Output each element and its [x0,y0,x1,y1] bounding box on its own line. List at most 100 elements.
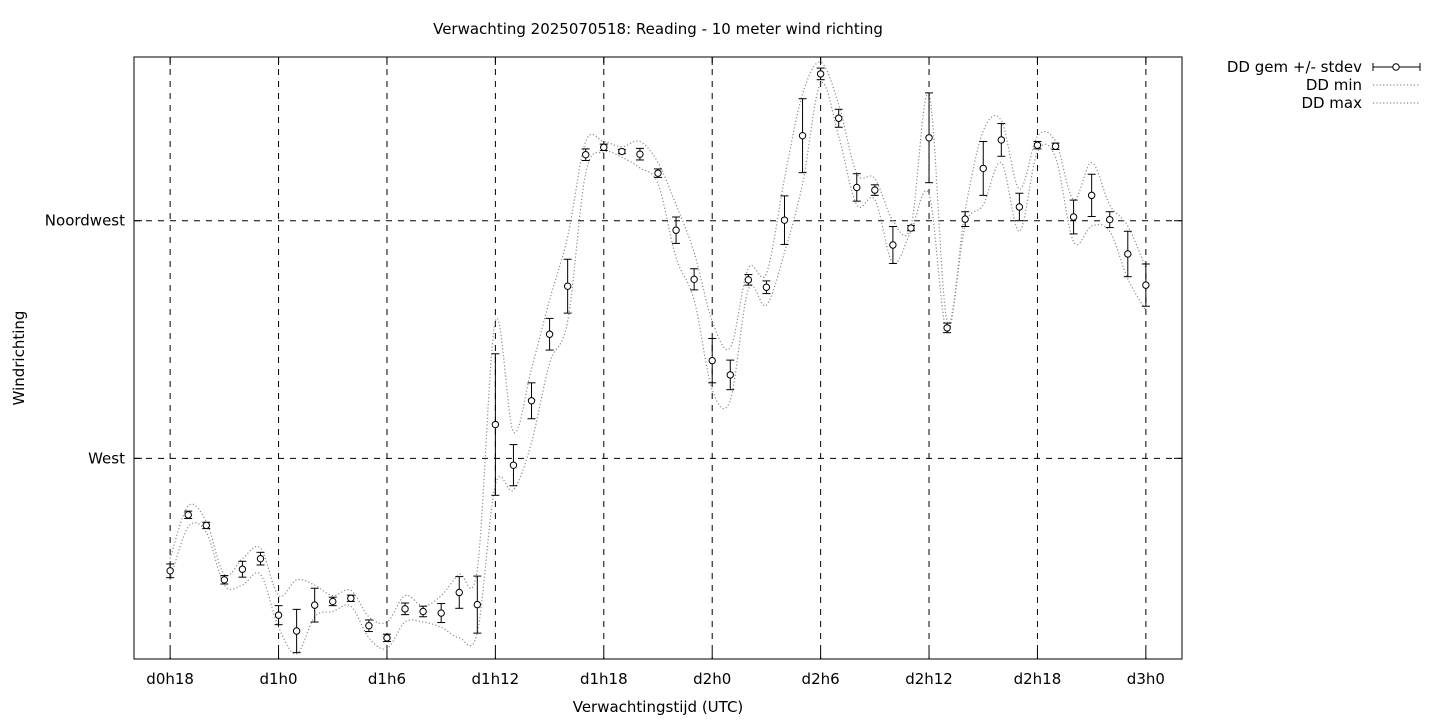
x-tick-label: d2h0 [693,670,731,688]
mean-point [907,224,915,232]
axis-ticks: d0h18 d1h0 d1h6 d1h12 d1h18 d2h0 d2h6 d2h12 d2h1… [45,57,1182,688]
errorbar-point [527,382,536,420]
errorbar-point [310,587,319,623]
x-tick-label: d1h18 [580,670,628,688]
mean-point [816,70,825,78]
x-tick-label: d2h18 [1014,670,1062,688]
plot-frame [133,56,1183,660]
errorbar-point [166,563,175,579]
mean-point [509,461,518,469]
x-tick-label: d2h12 [905,670,953,688]
mean-point [654,169,662,177]
mean-point [545,330,554,338]
x-tick-label: d1h6 [368,670,406,688]
mean-point [708,356,716,365]
errorbar-point [509,444,518,487]
errorbar-point [979,140,988,196]
mean-point [347,594,355,602]
errorbar-point [238,560,247,578]
errorbar-point [635,147,644,161]
errorbar-point [382,633,391,643]
mean-point [527,397,536,405]
errorbar-point [1069,199,1078,235]
errorbar-point [690,268,699,291]
mean-point [871,186,879,194]
errorbar-point [798,98,807,174]
mean-point [943,324,951,332]
mean-point [166,567,174,575]
mean-point [563,282,572,290]
errorbar-point [672,216,681,244]
errorbar-point [491,353,500,496]
mean-point [618,147,626,156]
errorbar-point [563,258,572,314]
errorbar-point [744,274,753,286]
errorbar-point [1141,263,1150,307]
errorbar-point [1015,192,1024,222]
legend-label: DD max [1301,94,1362,112]
errorbar-point [1105,211,1114,229]
errorbar-point [437,603,446,624]
mean-point [256,554,265,563]
mean-point [834,114,843,122]
mean-point [1033,141,1042,149]
grid-lines [134,57,1182,659]
mean-point [365,622,373,630]
y-axis-label: Windrichting [10,311,28,406]
errorbar-point [328,596,337,607]
x-tick-label: d1h12 [472,670,520,688]
mean-point [636,150,644,158]
errorbar-point [1123,230,1132,278]
errorbar-point [925,92,934,184]
mean-point [726,371,734,379]
errorbar-point [274,605,283,626]
mean-point [310,601,319,609]
mean-point [979,164,987,173]
errorbar-point [852,173,861,202]
errorbar-point [401,602,410,616]
legend-label: DD min [1306,76,1362,94]
mean-point [274,611,283,619]
errorbar-point [762,280,771,295]
mean-point [744,276,753,284]
errorbar-point [455,576,464,609]
mean-point [780,216,789,224]
errorbar-point [1051,142,1060,150]
errorbar-point [202,521,211,530]
mean-point [1106,215,1114,224]
mean-point [473,600,482,609]
mean-point [1069,213,1078,221]
x-tick-label: d2h6 [802,670,840,688]
mean-point [184,511,192,519]
errorbar-point [256,551,265,566]
mean-point [853,183,861,192]
legend-mean-point [1392,63,1400,71]
mean-point [455,588,463,597]
mean-point [202,521,210,530]
mean-point [401,605,409,613]
errorbar-point [780,195,789,245]
mean-point [1087,191,1096,200]
errorbar-series [166,67,1150,654]
errorbar-point [997,123,1006,157]
mean-point [961,215,969,223]
errorbar-point [943,322,952,334]
x-tick-label: d0h18 [146,670,194,688]
mean-point [925,134,933,142]
mean-point [383,634,391,642]
mean-point [1051,142,1060,150]
x-tick-label: d3h0 [1127,670,1165,688]
mean-point [1142,281,1150,289]
errorbar-point [888,226,897,264]
errorbar-point [599,143,608,152]
mean-point [329,597,337,606]
errorbar-point [184,510,193,520]
errorbar-point [834,108,843,128]
mean-point [997,136,1006,144]
mean-point [889,241,897,249]
errorbar-point [708,337,717,384]
dd-max-line [169,61,1147,625]
chart-title: Verwachting 2025070518: Reading - 10 met… [433,20,883,38]
